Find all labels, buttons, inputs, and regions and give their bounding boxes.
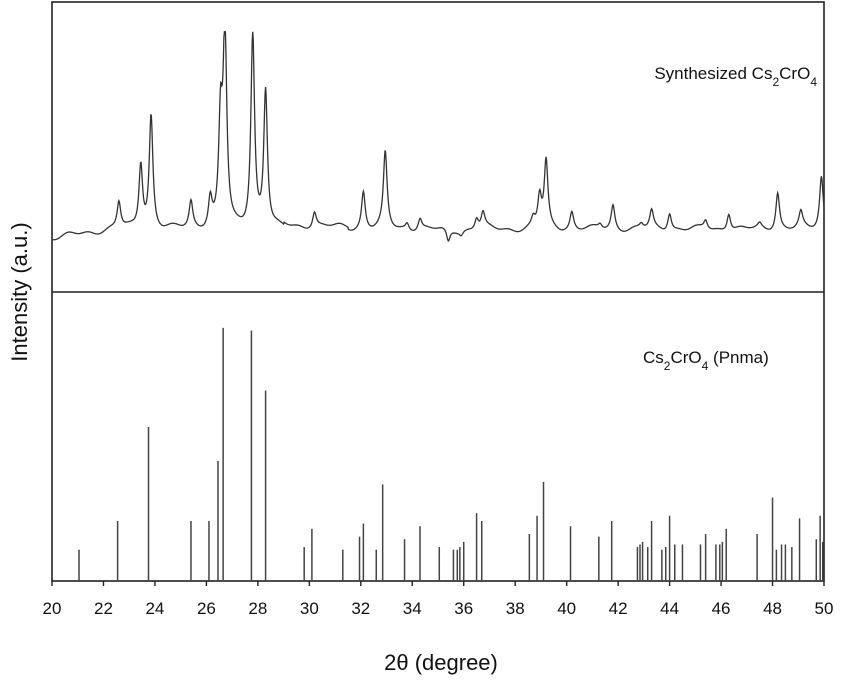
legend-synthesized: Synthesized Cs2CrO4 — [654, 64, 817, 89]
x-tick-label: 38 — [506, 599, 525, 618]
x-tick-label: 20 — [43, 599, 62, 618]
x-axis: 20 22 24 26 28 30 32 34 36 38 40 42 44 46 48 50 — [43, 581, 834, 618]
synthesized-pattern-panel — [51, 31, 825, 242]
x-tick-label: 28 — [248, 599, 267, 618]
x-tick-label: 26 — [197, 599, 216, 618]
x-tick-label: 32 — [351, 599, 370, 618]
y-axis-title: Intensity (a.u.) — [7, 222, 32, 361]
x-tick-label: 46 — [712, 599, 731, 618]
x-tick-label: 50 — [815, 599, 834, 618]
x-tick-label: 44 — [660, 599, 679, 618]
x-tick-label: 34 — [403, 599, 422, 618]
x-tick-label: 42 — [609, 599, 628, 618]
x-axis-title: 2θ (degree) — [384, 650, 498, 675]
x-tick-label: 40 — [557, 599, 576, 618]
x-tick-label: 30 — [300, 599, 319, 618]
legend-reference: Cs2CrO4 (Pnma) — [643, 348, 769, 373]
x-tick-label: 48 — [763, 599, 782, 618]
x-tick-label: 36 — [454, 599, 473, 618]
x-tick-label: 24 — [145, 599, 164, 618]
x-tick-label: 22 — [94, 599, 113, 618]
synthesized-pattern-line — [51, 31, 825, 242]
reference-pattern-panel — [78, 327, 824, 581]
